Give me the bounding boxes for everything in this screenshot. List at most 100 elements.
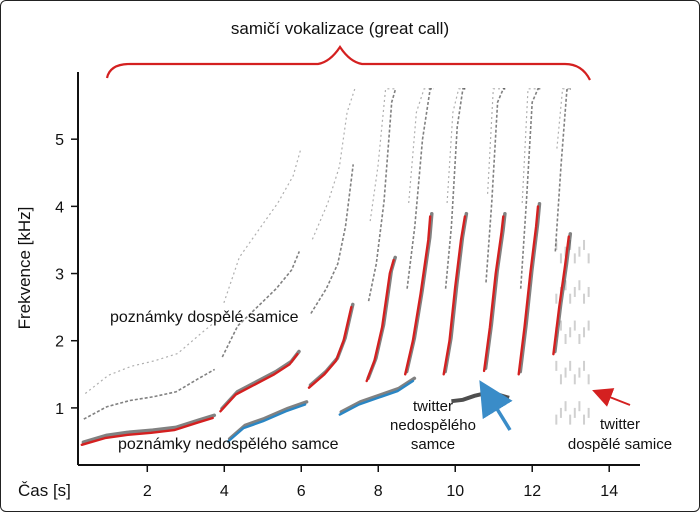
noise-speck xyxy=(573,320,576,331)
female-note-3 xyxy=(365,258,395,383)
male-twitter-label-line3: samce xyxy=(411,436,455,453)
note-trace-0-3 xyxy=(366,255,397,381)
harmonic-trace-2-3 xyxy=(311,88,356,240)
female-note-2 xyxy=(307,305,353,389)
noise-speck xyxy=(564,367,567,378)
harmonic-trace-2-2 xyxy=(310,164,354,314)
series-layer xyxy=(80,201,573,446)
noise-speck xyxy=(587,320,590,331)
male-twitter-arrow xyxy=(479,380,513,431)
y-axis-label: Frekvence [kHz] xyxy=(15,207,34,330)
noise-speck xyxy=(583,414,586,425)
female-note-4 xyxy=(404,215,432,376)
female-note-0 xyxy=(80,416,214,446)
noise-speck xyxy=(569,414,572,425)
x-tick-label-12: 12 xyxy=(523,483,541,500)
noise-speck xyxy=(564,401,567,412)
noise-speck xyxy=(573,253,576,264)
x-tick-label-10: 10 xyxy=(446,483,464,500)
harmonic-trace-0-3 xyxy=(84,320,217,394)
note-trace-0-0 xyxy=(81,413,217,444)
noise-speck xyxy=(569,293,572,304)
male-note-0 xyxy=(226,403,307,443)
female-note-5 xyxy=(442,215,467,376)
noise-speck xyxy=(587,286,590,297)
male-twitter-label-line2: nedospělého xyxy=(390,417,476,434)
harmonic-trace-6-2 xyxy=(485,88,506,283)
noise-speck xyxy=(564,246,567,257)
note-trace-1-1 xyxy=(339,376,417,414)
note-trace-0-1 xyxy=(220,349,301,411)
noise-speck xyxy=(578,367,581,378)
harmonic-trace-8-2 xyxy=(554,88,571,252)
chart-title: samičí vokalizace (great call) xyxy=(231,19,449,38)
noise-speck xyxy=(555,293,558,304)
harmonic-trace-5-2 xyxy=(444,88,467,289)
noise-speck xyxy=(559,320,562,331)
noise-speck xyxy=(578,334,581,344)
noise-speck xyxy=(583,293,586,304)
harmonic-trace-1-2 xyxy=(221,251,301,358)
y-tick-label-4: 4 xyxy=(55,199,64,216)
y-tick-label-5: 5 xyxy=(55,132,64,149)
y-tick-label-3: 3 xyxy=(55,267,64,284)
noise-speck xyxy=(583,239,586,250)
harmonic-traces xyxy=(83,88,590,425)
harmonic-trace-6-3 xyxy=(487,88,507,194)
noise-speck xyxy=(578,280,581,291)
noise-speck xyxy=(573,374,576,385)
noise-speck xyxy=(559,374,562,385)
x-tick-label-6: 6 xyxy=(297,483,306,500)
noise-speck xyxy=(564,334,567,344)
noise-speck xyxy=(578,401,581,412)
noise-speck xyxy=(587,374,590,385)
x-tick-label-8: 8 xyxy=(374,483,383,500)
female-notes-label: poznámky dospělé samice xyxy=(110,309,299,326)
female-twitter-label-line1: twitter xyxy=(600,416,640,433)
noise-speck xyxy=(555,360,558,371)
male-note-1 xyxy=(338,379,415,416)
harmonic-trace-7-2 xyxy=(519,88,540,289)
harmonic-trace-0-2 xyxy=(83,368,216,420)
x-axis-label: Čas [s] xyxy=(18,481,71,500)
note-trace-0-2 xyxy=(308,302,355,387)
x-tick-label-14: 14 xyxy=(600,483,618,500)
x-tick-label-2: 2 xyxy=(143,483,152,500)
noise-speck xyxy=(573,407,576,418)
harmonic-trace-3-2 xyxy=(367,88,397,302)
noise-speck xyxy=(583,327,586,338)
male-twitter-label-line1: twitter xyxy=(413,398,453,415)
female-note-7 xyxy=(517,205,540,376)
noise-speck xyxy=(583,360,586,371)
noise-speck xyxy=(559,253,562,264)
noise-speck xyxy=(573,286,576,297)
noise-speck xyxy=(569,327,572,338)
noise-speck xyxy=(578,246,581,257)
noise-speck xyxy=(555,414,558,425)
noise-speck xyxy=(564,280,567,291)
noise-speck xyxy=(587,407,590,418)
noise-speck xyxy=(569,360,572,371)
male-notes-label: poznámky nedospělého samce xyxy=(118,436,339,453)
harmonic-trace-8-3 xyxy=(556,88,573,149)
female-twitter-arrow xyxy=(592,388,631,407)
y-tick-label-2: 2 xyxy=(55,334,64,351)
great-call-brace xyxy=(105,45,591,81)
female-note-1 xyxy=(219,353,299,413)
noise-speck xyxy=(587,253,590,264)
harmonic-trace-3-3 xyxy=(369,88,398,222)
female-note-6 xyxy=(482,215,505,373)
female-twitter-label-line2: dospělé samice xyxy=(568,436,672,453)
y-tick-label-1: 1 xyxy=(55,401,64,418)
harmonic-trace-7-3 xyxy=(521,88,542,204)
harmonic-trace-1-3 xyxy=(223,148,302,303)
male-twitter-trace xyxy=(451,391,510,404)
female-note-8 xyxy=(552,235,570,356)
x-tick-label-4: 4 xyxy=(220,483,229,500)
noise-speck xyxy=(555,239,558,250)
harmonic-trace-4-2 xyxy=(406,88,433,289)
noise-speck xyxy=(559,407,562,418)
